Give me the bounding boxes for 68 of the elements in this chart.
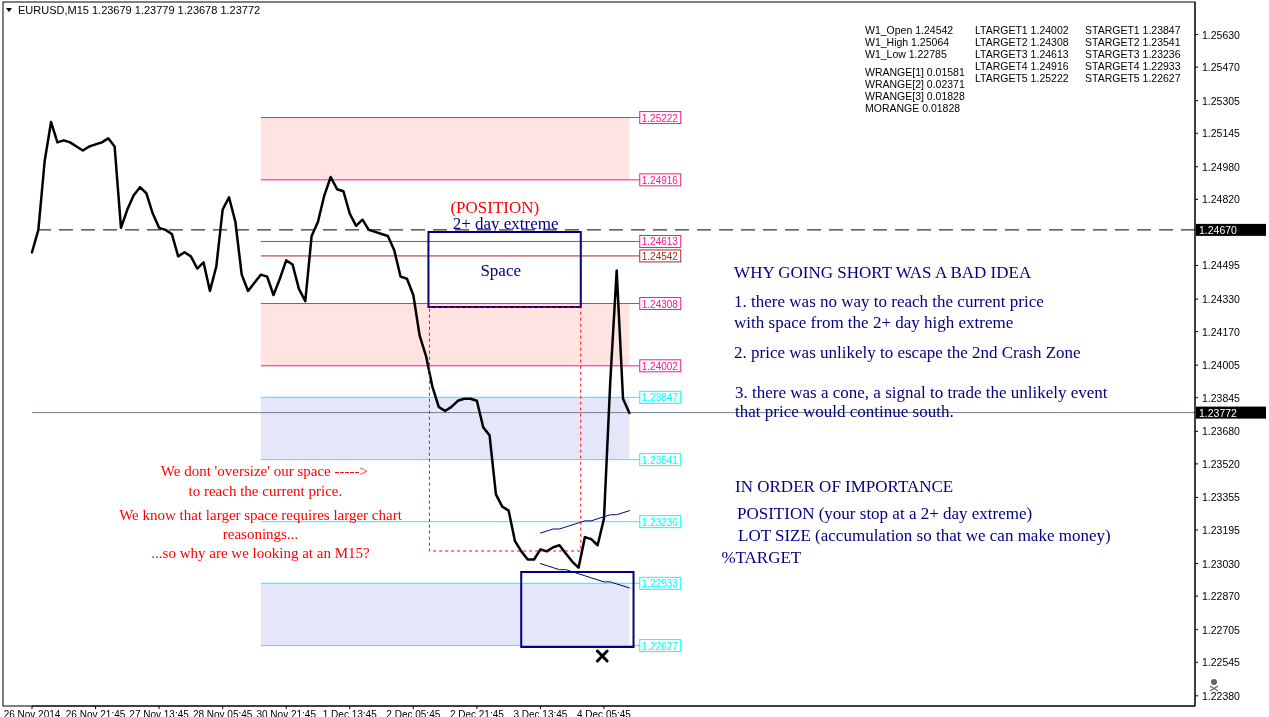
ref-line-label: 1.23236	[641, 516, 679, 528]
ref-line-label: 1.23847	[641, 392, 679, 404]
ref-line-label: 1.24542	[641, 250, 679, 262]
annotation: 1. there was no way to reach the current price	[734, 292, 1044, 311]
annotation: WRANGE[3] 0.01828	[865, 90, 965, 102]
annotation: W1_Open 1.24542	[865, 24, 954, 36]
annotation: with space from the 2+ day high extreme	[734, 313, 1014, 332]
annotation: IN ORDER OF IMPORTANCE	[735, 477, 954, 496]
annotation: (POSITION)	[450, 198, 540, 217]
ref-line-label: 1.23772	[1199, 406, 1238, 419]
annotation: LTARGET1 1.24002	[975, 24, 1069, 36]
annotation: W1_High 1.25064	[865, 36, 950, 48]
annotation: to reach the current price.	[188, 483, 343, 499]
y-tick-label: 1.25305	[1202, 94, 1241, 107]
annotation: POSITION (your stop at a 2+ day extreme)	[737, 504, 1033, 523]
y-tick-label: 1.23520	[1202, 457, 1241, 470]
annotation: W1_Low 1.22785	[865, 48, 947, 60]
y-tick-label: 1.23845	[1202, 391, 1241, 404]
ref-line-label: 1.24916	[641, 174, 679, 186]
y-tick-label: 1.22870	[1202, 590, 1241, 603]
ref-line-label: 1.24002	[641, 360, 679, 372]
annotation: STARGET4 1.22933	[1085, 60, 1181, 72]
y-tick-label: 1.22705	[1202, 623, 1241, 636]
y-tick-label: 1.24170	[1202, 325, 1241, 338]
annotation: reasonings...	[222, 526, 299, 542]
y-tick-label: 1.25630	[1202, 28, 1241, 41]
annotation: We dont 'oversize' our space ----->	[160, 463, 368, 479]
y-tick-label: 1.24495	[1202, 259, 1241, 272]
annotation: STARGET5 1.22627	[1085, 72, 1181, 84]
ref-line-label: 1.23541	[641, 454, 679, 466]
annotation: LTARGET2 1.24308	[975, 36, 1069, 48]
y-tick-label: 1.23355	[1202, 491, 1241, 504]
ref-line-label: 1.24308	[641, 298, 679, 310]
ref-line-label: 1.24613	[641, 236, 679, 248]
annotation: LOT SIZE (accumulation so that we can make money)	[738, 526, 1111, 545]
annotation: WHY GOING SHORT WAS A BAD IDEA	[734, 263, 1032, 282]
annotation: MORANGE 0.01828	[865, 102, 961, 114]
y-tick-label: 1.25145	[1202, 127, 1241, 140]
annotation: ...so why are we looking at an M15?	[151, 545, 370, 561]
y-tick-label: 1.22380	[1202, 689, 1241, 702]
y-tick-label: 1.24820	[1202, 193, 1241, 206]
ref-line-label: 1.24670	[1199, 223, 1238, 236]
y-tick-label: 1.23195	[1202, 524, 1241, 536]
chart-title: EURUSD,M15 1.23679 1.23779 1.23678 1.23772	[18, 4, 261, 16]
annotation: We know that larger space requires larger chart	[119, 507, 403, 523]
y-tick-label: 1.22545	[1202, 656, 1241, 669]
annotation: 3. there was a cone, a signal to trade the unlikely event	[735, 383, 1108, 402]
y-tick-label: 1.24980	[1202, 160, 1241, 173]
annotation: Space	[480, 261, 522, 280]
y-tick-label: 1.23030	[1202, 557, 1241, 570]
annotation: LTARGET3 1.24613	[975, 48, 1069, 60]
y-tick-label: 1.25470	[1202, 61, 1241, 74]
annotation: WRANGE[2] 0.02371	[865, 78, 965, 90]
annotation: STARGET1 1.23847	[1085, 24, 1181, 36]
annotation: LTARGET4 1.24916	[975, 60, 1069, 72]
ref-line-label: 1.22933	[641, 578, 679, 590]
annotation: 2. price was unlikely to escape the 2nd Crash Zone	[734, 343, 1081, 362]
y-tick-label: 1.24330	[1202, 293, 1241, 306]
ref-line-label: 1.25222	[641, 112, 679, 124]
annotation: that price would continue south.	[735, 402, 954, 421]
annotation: STARGET2 1.23541	[1085, 36, 1181, 48]
annotation: LTARGET5 1.25222	[975, 72, 1069, 84]
ref-line-label: 1.22627	[641, 640, 679, 652]
annotation: WRANGE[1] 0.01581	[865, 66, 965, 78]
annotation: STARGET3 1.23236	[1085, 48, 1181, 60]
y-tick-label: 1.24005	[1202, 359, 1241, 372]
annotation: %TARGET	[721, 548, 802, 567]
y-tick-label: 1.23680	[1202, 425, 1241, 438]
